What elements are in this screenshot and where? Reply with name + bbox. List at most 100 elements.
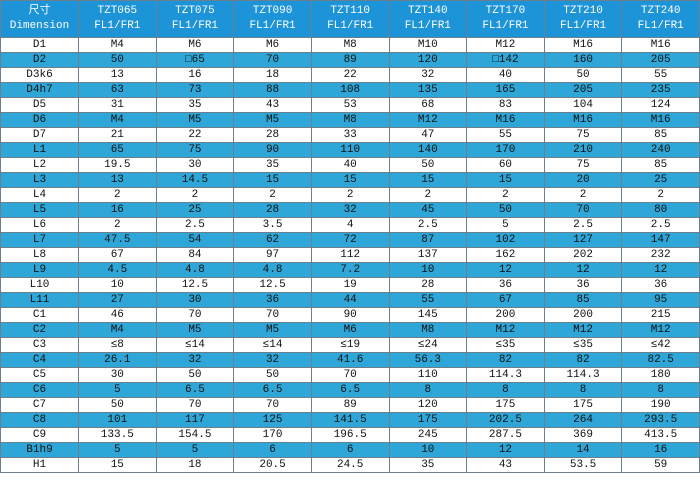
table-row: C3 ≤8 ≤14 ≤14 ≤19 ≤24 ≤35 ≤35 ≤42	[0, 337, 700, 353]
table-row: B1h9 5 5 6 6 10 12 14 16	[0, 442, 700, 458]
cell: 72	[310, 232, 390, 248]
row-label: C6	[0, 382, 79, 398]
row-label: L9	[0, 262, 79, 278]
cell: M5	[233, 322, 312, 338]
cell: 19	[310, 277, 390, 293]
header-text: TZT170	[485, 5, 526, 17]
cell: 110	[310, 142, 390, 158]
header-cell: 尺寸 Dimension	[0, 0, 79, 38]
cell: 200	[543, 307, 623, 323]
table-row: D2 50 □65 70 89 120 □142 160 205	[0, 52, 700, 68]
cell: 80	[621, 202, 700, 218]
cell: 35	[388, 457, 468, 473]
cell: 196.5	[310, 427, 390, 443]
cell: 21	[78, 127, 157, 143]
row-label: C3	[0, 337, 79, 353]
cell: M10	[388, 37, 468, 53]
row-label: C8	[0, 412, 79, 428]
cell: 24.5	[310, 457, 390, 473]
cell: 160	[543, 52, 623, 68]
cell: 5	[155, 442, 235, 458]
cell: 75	[155, 142, 235, 158]
cell: 63	[78, 82, 157, 98]
cell: ≤24	[388, 337, 468, 353]
cell: 50	[388, 157, 468, 173]
cell: 67	[78, 247, 157, 263]
cell: M12	[621, 322, 700, 338]
header-text: FL1/FR1	[559, 20, 607, 32]
row-label: L11	[0, 292, 79, 308]
cell: 32	[388, 67, 468, 83]
cell: 53	[310, 97, 390, 113]
header-text: TZT065	[97, 5, 138, 17]
cell: 120	[388, 52, 468, 68]
cell: 54	[155, 232, 235, 248]
cell: 369	[543, 427, 623, 443]
cell: 15	[310, 172, 390, 188]
header-text: FL1/FR1	[482, 20, 529, 32]
cell: 117	[155, 412, 235, 428]
header-text: 尺寸	[28, 5, 51, 17]
cell: 245	[388, 427, 468, 443]
cell: 32	[233, 352, 312, 368]
cell: 154.5	[155, 427, 235, 443]
cell: 12	[543, 262, 623, 278]
row-label: L8	[0, 247, 79, 263]
row-label: L7	[0, 232, 79, 248]
cell: 31	[78, 97, 157, 113]
header-text: TZT090	[252, 5, 293, 17]
cell: 127	[543, 232, 623, 248]
cell: 2.5	[543, 217, 623, 233]
table-row: L7 47.5 54 62 72 87 102 127 147	[0, 232, 700, 248]
table-row: L3 13 14.5 15 15 15 15 20 25	[0, 172, 700, 188]
table-row: D6 M4 M5 M5 M8 M12 M16 M16 M16	[0, 112, 700, 128]
header-text: TZT110	[330, 5, 370, 17]
header-text: FL1/FR1	[94, 20, 141, 32]
table-row: H1 15 18 20.5 24.5 35 43 53.5 59	[0, 457, 700, 473]
cell: 85	[621, 157, 700, 173]
cell: 8	[466, 382, 545, 398]
cell: 202	[543, 247, 623, 263]
table-row: L11 27 30 36 44 55 67 85 95	[0, 292, 700, 308]
cell: 4.5	[78, 262, 157, 278]
cell: 47.5	[78, 232, 157, 248]
cell: 5	[466, 217, 545, 233]
cell: 82	[543, 352, 623, 368]
row-label: D2	[0, 52, 79, 68]
cell: 56.3	[388, 352, 468, 368]
cell: 70	[233, 52, 312, 68]
header-text: FL1/FR1	[249, 20, 296, 32]
cell: 2	[233, 187, 312, 203]
table-row: C8 101 117 125 141.5 175 202.5 264 293.5	[0, 412, 700, 428]
table-row: L9 4.5 4.8 4.8 7.2 10 12 12 12	[0, 262, 700, 278]
table-row: L8 67 84 97 112 137 162 202 232	[0, 247, 700, 263]
cell: 2.5	[388, 217, 468, 233]
header-cell: TZT140 FL1/FR1	[388, 0, 468, 38]
cell: 75	[543, 127, 623, 143]
cell: 165	[466, 82, 545, 98]
cell: 45	[388, 202, 468, 218]
cell: ≤14	[155, 337, 235, 353]
header-cell: TZT210 FL1/FR1	[543, 0, 623, 38]
cell: 2.5	[621, 217, 700, 233]
row-label: C5	[0, 367, 79, 383]
cell: 190	[621, 397, 700, 413]
cell: 2	[78, 217, 157, 233]
table-row: C9 133.5 154.5 170 196.5 245 287.5 369 413.5	[0, 427, 700, 443]
cell: 15	[233, 172, 312, 188]
cell: 2	[155, 187, 235, 203]
table-row: L5 16 25 28 32 45 50 70 80	[0, 202, 700, 218]
cell: 40	[310, 157, 390, 173]
cell: 147	[621, 232, 700, 248]
cell: 12	[466, 442, 545, 458]
cell: M12	[388, 112, 468, 128]
cell: 33	[310, 127, 390, 143]
cell: 27	[78, 292, 157, 308]
cell: ≤42	[621, 337, 700, 353]
row-label: L4	[0, 187, 79, 203]
cell: 6	[310, 442, 390, 458]
cell: 3.5	[233, 217, 312, 233]
cell: 108	[310, 82, 390, 98]
cell: 68	[388, 97, 468, 113]
cell: 232	[621, 247, 700, 263]
